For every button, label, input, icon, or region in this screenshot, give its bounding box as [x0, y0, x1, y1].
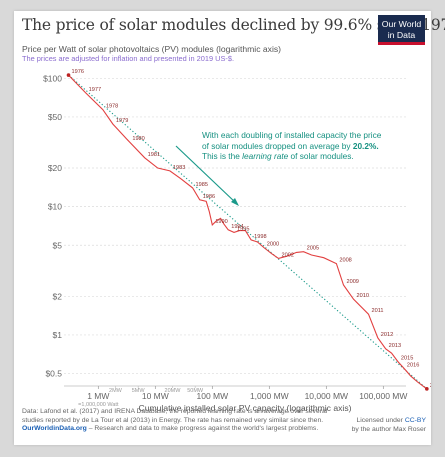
license-pre: Licensed under — [356, 417, 405, 424]
y-tick-label-2: $20 — [48, 163, 62, 173]
y-tick-label-1: $50 — [48, 112, 62, 122]
year-label-1998: 1998 — [254, 234, 266, 240]
chart-subtitle: Price per Watt of solar photovoltaics (P… — [22, 44, 282, 54]
footer-source-text: Data: Lafond et al. (2017) and IRENA Dat… — [22, 408, 328, 424]
year-label-1979: 1979 — [116, 118, 128, 124]
year-label-1994: 1994 — [231, 224, 243, 230]
year-label-1976: 1976 — [72, 69, 84, 75]
y-tick-label-0: $100 — [43, 73, 62, 83]
series-start-marker — [66, 73, 71, 77]
chart-title: The price of solar modules declined by 9… — [22, 16, 445, 34]
year-label-1995: 1995 — [237, 226, 249, 232]
x-minor-tick-label-3: 50MW — [187, 388, 204, 394]
x-minor-tick-label-0: 2MW — [109, 388, 123, 394]
y-tick-label-3: $10 — [48, 202, 62, 212]
y-tick-label-7: $0.5 — [45, 369, 62, 379]
annotation-line2: of solar modules dropped on average by — [202, 140, 353, 151]
year-label-2008: 2008 — [339, 258, 351, 264]
year-label-1985: 1985 — [196, 182, 208, 188]
year-label-1981: 1981 — [148, 152, 160, 158]
x-tick-label-2: 100 MW — [196, 391, 228, 401]
year-label-1980: 1980 — [132, 136, 144, 142]
year-label-1990: 1990 — [215, 219, 227, 225]
year-label-2013: 2013 — [389, 343, 401, 349]
year-label-2012: 2012 — [381, 332, 393, 338]
annotation-line1: With each doubling of installed capacity… — [202, 130, 382, 140]
year-label-2009: 2009 — [346, 279, 358, 285]
footer-license: Licensed under CC-BY by the author Max R… — [334, 417, 426, 434]
year-label-2011: 2011 — [372, 308, 384, 314]
year-label-2016: 2016 — [407, 362, 419, 368]
chart-subtitle-note: The prices are adjusted for inflation an… — [22, 54, 234, 63]
year-label-1978: 1978 — [106, 104, 118, 110]
owid-logo[interactable]: Our World in Data — [378, 15, 425, 45]
x-tick-label-4: 10,000 MW — [305, 391, 348, 401]
logo-line1: Our World — [381, 19, 422, 29]
annotation-rate: 20.2%. — [352, 140, 379, 151]
y-tick-label-4: $5 — [53, 240, 63, 250]
footer-source: Data: Lafond et al. (2017) and IRENA Dat… — [22, 408, 340, 434]
year-label-2015: 2015 — [401, 356, 413, 362]
year-label-1983: 1983 — [173, 165, 185, 171]
learning-rate-annotation: With each doubling of installed capacity… — [202, 130, 407, 162]
chart-card: The price of solar modules declined by 9… — [14, 11, 445, 445]
y-tick-label-6: $1 — [53, 330, 63, 340]
x-axis-title: Cumulative installed solar PV capacity (… — [138, 403, 351, 413]
year-label-2005: 2005 — [307, 246, 319, 252]
x-tick-sublabel: =1,000,000 Watt — [78, 402, 119, 408]
year-label-2002: 2002 — [282, 252, 294, 258]
year-label-2010: 2010 — [357, 293, 369, 299]
year-label-2019: 2019 — [430, 383, 431, 389]
footer-site-desc: – Research and data to make progress aga… — [86, 425, 319, 433]
annotation-arrow-shaft — [175, 145, 237, 204]
annotation-arrow-head — [231, 198, 239, 206]
x-tick-label-0: 1 MW — [87, 391, 109, 401]
chart-svg: $100 $50 $20 $10 $5 $2 $1 $0.5 1 MW 10 MW 100 MW 1,… — [43, 69, 431, 413]
year-label-1986: 1986 — [203, 194, 215, 200]
x-tick-label-5: 100,000 MW — [359, 391, 407, 401]
price-series-line — [68, 74, 428, 390]
license-author: by the author Max Roser — [351, 425, 426, 433]
learning-rate-trendline — [68, 74, 428, 390]
y-tick-label-5: $2 — [53, 291, 63, 301]
logo-line2: in Data — [387, 30, 416, 40]
x-tick-label-1: 10 MW — [142, 391, 169, 401]
x-minor-tick-label-1: 5MW — [132, 388, 146, 394]
footer-site-link[interactable]: OurWorldinData.org — [22, 425, 87, 433]
annotation-line3-post: of solar modules. — [288, 151, 354, 161]
series-end-marker — [425, 387, 429, 391]
year-label-2000: 2000 — [267, 242, 279, 248]
x-minor-tick-label-2: 20MW — [165, 388, 182, 394]
x-tick-label-3: 1,000 MW — [250, 391, 289, 401]
annotation-learning-rate: learning rate — [242, 151, 289, 161]
license-ccby-link[interactable]: CC-BY — [404, 417, 426, 424]
annotation-line3-pre: This is the — [202, 151, 243, 161]
year-label-1977: 1977 — [89, 87, 101, 93]
